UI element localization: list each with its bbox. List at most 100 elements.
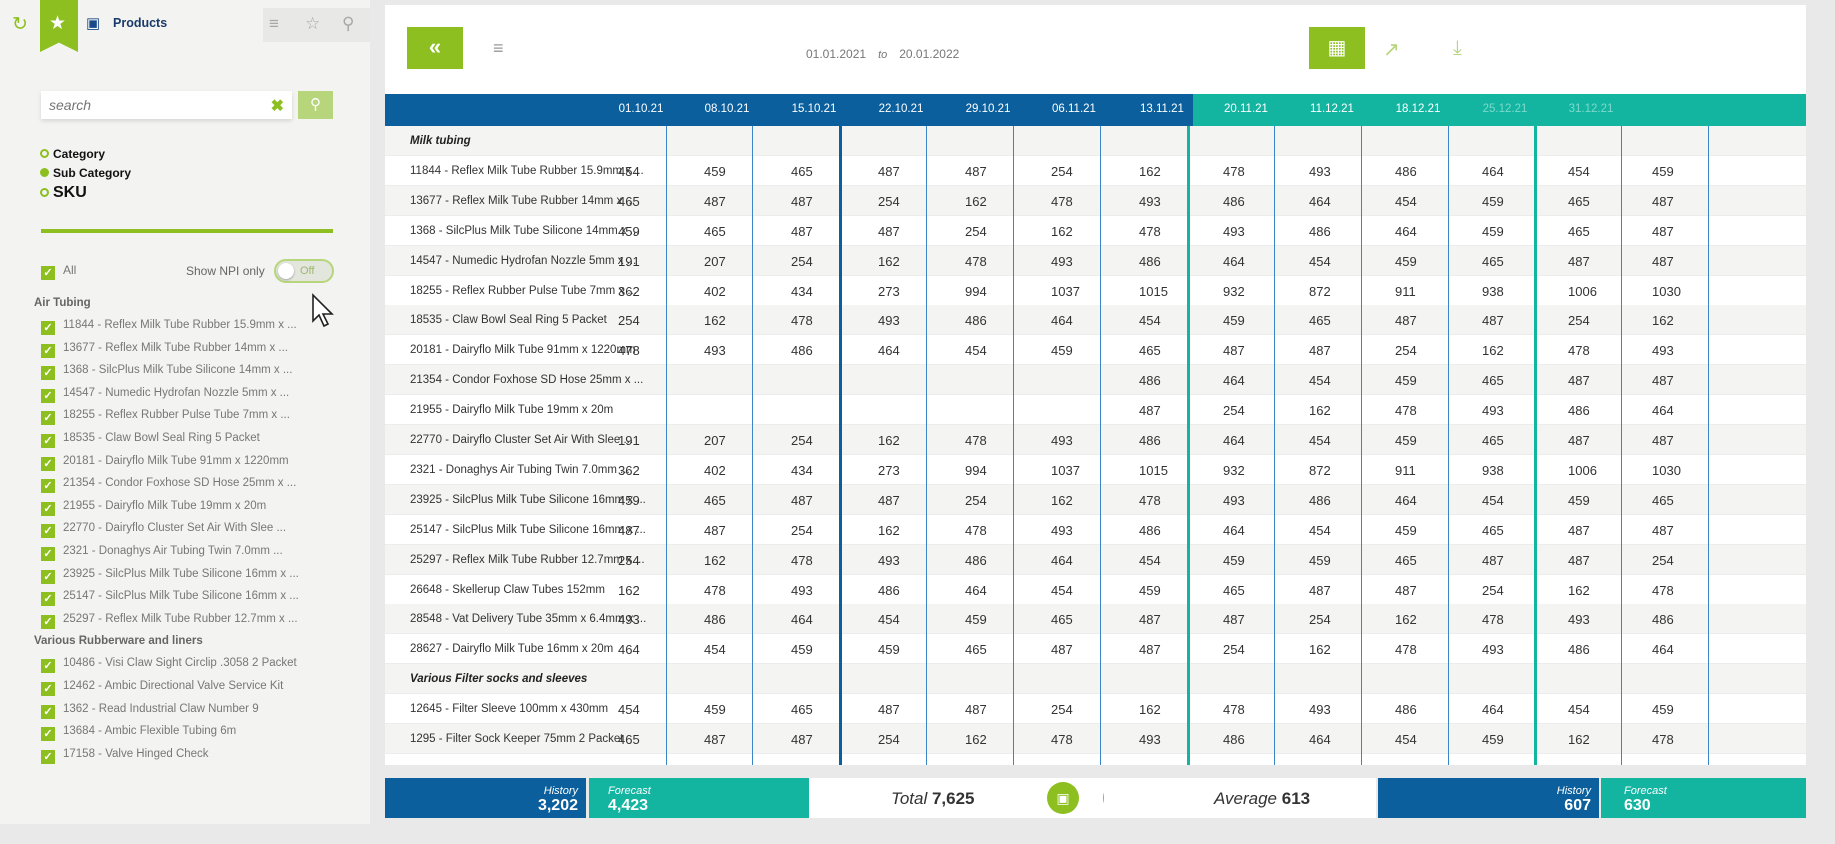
table-cell[interactable]: 459 (1395, 433, 1417, 448)
table-cell[interactable]: 493 (1051, 433, 1073, 448)
checkbox-checked-icon[interactable]: ✓ (41, 547, 55, 561)
table-cell[interactable]: 478 (791, 552, 813, 568)
table-cell[interactable]: 464 (1482, 702, 1504, 718)
search-tool-icon[interactable]: ⚲ (342, 14, 355, 33)
table-cell[interactable]: 1030 (1652, 283, 1681, 299)
table-cell[interactable]: 162 (1568, 582, 1590, 598)
column-header[interactable]: 20.11.21 (1224, 103, 1268, 115)
table-cell[interactable]: 487 (1568, 433, 1590, 448)
table-cell[interactable]: 464 (1223, 253, 1245, 269)
table-cell[interactable]: 454 (1309, 253, 1331, 269)
sidebar-item[interactable]: ✓ 11844 - Reflex Milk Tube Rubber 15.9mm … (41, 319, 297, 335)
table-cell[interactable]: 493 (618, 612, 640, 628)
search-input[interactable] (41, 91, 241, 119)
table-cell[interactable]: 459 (1568, 492, 1590, 508)
table-cell[interactable]: 478 (1139, 223, 1161, 239)
chart-view-icon[interactable]: ↗ (1383, 39, 1400, 61)
table-cell[interactable]: 487 (965, 163, 987, 179)
checkbox-checked-icon[interactable]: ✓ (41, 569, 55, 584)
checkbox-checked-icon[interactable]: ✓ (41, 343, 55, 358)
table-cell[interactable]: 454 (1139, 313, 1161, 329)
checkbox-checked-icon[interactable]: ✓ (41, 614, 55, 629)
table-cell[interactable]: 487 (1652, 433, 1674, 448)
table-cell[interactable]: 162 (965, 732, 987, 747)
table-cell[interactable]: 465 (1139, 343, 1161, 359)
sidebar-item[interactable]: ✓ 13684 - Ambic Flexible Tubing 6m (41, 725, 236, 742)
table-cell[interactable]: 464 (1482, 163, 1504, 179)
table-cell[interactable]: 162 (618, 582, 640, 598)
table-cell[interactable]: 454 (618, 163, 640, 179)
table-cell[interactable]: 487 (1568, 522, 1590, 538)
table-cell[interactable]: 254 (1652, 552, 1674, 568)
column-header[interactable]: 29.10.21 (965, 103, 1011, 115)
table-cell[interactable]: 254 (1395, 343, 1417, 359)
table-cell[interactable]: 162 (965, 193, 987, 209)
sidebar-item[interactable]: ✓ 2321 - Donaghys Air Tubing Twin 7.0mm .… (41, 545, 283, 561)
sidebar-item[interactable]: ✓ 13677 - Reflex Milk Tube Rubber 14mm x … (41, 342, 288, 358)
level-category[interactable]: Category (40, 147, 105, 161)
table-cell[interactable]: 994 (965, 462, 987, 478)
table-row[interactable]: 1368 - SilcPlus Milk Tube Silicone 14mm … (385, 216, 1806, 246)
column-header[interactable]: 06.11.21 (1052, 103, 1096, 115)
column-header[interactable]: 25.12.21 (1482, 103, 1528, 115)
checkbox-checked-icon[interactable]: ✓ (41, 749, 55, 764)
table-view-button[interactable]: ▦ (1309, 27, 1365, 69)
table-cell[interactable]: 938 (1482, 283, 1504, 299)
table-cell[interactable]: 459 (1395, 522, 1417, 538)
table-cell[interactable]: 162 (878, 522, 900, 538)
table-cell[interactable]: 487 (1309, 343, 1331, 359)
table-cell[interactable]: 493 (1051, 522, 1073, 538)
table-row[interactable]: 22770 - Dairyflo Cluster Set Air With Sl… (385, 425, 1806, 455)
table-cell[interactable]: 454 (1482, 492, 1504, 508)
table-cell[interactable]: 493 (1482, 642, 1504, 658)
checkbox-checked-icon[interactable]: ✓ (41, 411, 55, 426)
table-cell[interactable]: 465 (791, 702, 813, 718)
date-from[interactable]: 01.01.2021 (806, 47, 867, 61)
table-cell[interactable]: 459 (1652, 163, 1674, 179)
table-cell[interactable]: 487 (1652, 373, 1674, 389)
table-cell[interactable]: 478 (1051, 732, 1073, 747)
table-cell[interactable]: 454 (1568, 702, 1590, 718)
table-cell[interactable]: 465 (1482, 522, 1504, 538)
table-cell[interactable]: 465 (618, 193, 640, 209)
table-cell[interactable]: 459 (1309, 552, 1331, 568)
sidebar-item[interactable]: ✓ 25147 - SilcPlus Milk Tube Silicone 16m… (41, 590, 299, 607)
column-header[interactable]: 01.10.21 (618, 103, 664, 115)
sidebar-item[interactable]: ✓ 10486 - Visi Claw Sight Circlip .3058 2… (41, 657, 297, 674)
table-cell[interactable]: 459 (1482, 223, 1504, 239)
table-cell[interactable]: 487 (1223, 343, 1245, 359)
table-cell[interactable]: 254 (618, 313, 640, 329)
table-cell[interactable]: 911 (1395, 283, 1416, 299)
sidebar-item[interactable]: ✓ 1362 - Read Industrial Claw Number 9 (41, 703, 259, 719)
table-cell[interactable]: 478 (1223, 702, 1245, 718)
table-cell[interactable]: 487 (1652, 522, 1674, 538)
sidebar-item[interactable]: ✓ 18535 - Claw Bowl Seal Ring 5 Packet (41, 432, 260, 448)
table-cell[interactable]: 465 (1309, 313, 1331, 329)
table-cell[interactable]: 454 (704, 642, 726, 658)
table-cell[interactable]: 459 (1223, 313, 1245, 329)
table-cell[interactable]: 487 (704, 732, 726, 747)
table-cell[interactable]: 938 (1482, 462, 1504, 478)
table-cell[interactable]: 911 (1395, 462, 1416, 478)
table-cell[interactable]: 478 (1652, 582, 1674, 598)
table-cell[interactable]: 486 (1652, 612, 1674, 628)
table-cell[interactable]: 454 (618, 702, 640, 718)
table-cell[interactable]: 459 (791, 642, 813, 658)
table-cell[interactable]: 872 (1309, 283, 1331, 299)
table-cell[interactable]: 464 (1395, 492, 1417, 508)
table-cell[interactable]: 459 (1395, 373, 1417, 389)
table-cell[interactable]: 486 (1568, 642, 1590, 658)
table-cell[interactable]: 459 (1139, 582, 1161, 598)
table-cell[interactable]: 273 (878, 462, 900, 478)
checkbox-checked-icon[interactable]: ✓ (41, 434, 55, 448)
table-cell[interactable]: 459 (965, 612, 987, 628)
search-button[interactable]: ⚲ (298, 91, 333, 119)
table-cell[interactable]: 254 (878, 732, 900, 747)
table-cell[interactable]: 465 (1051, 612, 1073, 628)
table-cell[interactable]: 487 (1223, 612, 1245, 628)
table-cell[interactable]: 487 (1395, 582, 1417, 598)
sidebar-item[interactable]: ✓ 22770 - Dairyflo Cluster Set Air With S… (41, 522, 286, 539)
table-cell[interactable]: 162 (878, 253, 900, 269)
table-cell[interactable]: 478 (1395, 403, 1417, 419)
table-cell[interactable]: 162 (1051, 492, 1073, 508)
